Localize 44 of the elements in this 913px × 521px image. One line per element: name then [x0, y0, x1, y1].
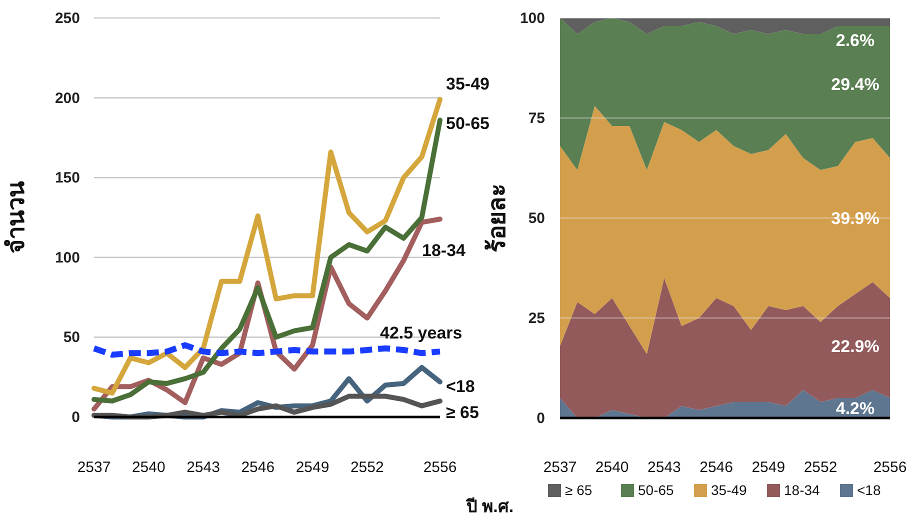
y-tick-label: 100: [54, 249, 80, 266]
legend-label: <18: [857, 482, 881, 498]
y-axis-title: จำนวน: [3, 180, 30, 254]
x-tick-label: 2537: [543, 459, 577, 476]
series-label: 42.5 years: [380, 324, 462, 343]
x-tick-label: 2549: [296, 459, 330, 476]
x-tick-label: 2556: [423, 459, 457, 476]
series-label: <18: [446, 376, 475, 396]
series-label: 18-34: [422, 241, 466, 260]
x-tick-label: 2546: [700, 459, 734, 476]
x-tick-label: 2540: [595, 459, 629, 476]
y-tick-label: 250: [54, 10, 80, 27]
annotation: 2.6%: [836, 31, 875, 50]
x-tick-label: 2543: [186, 459, 220, 476]
legend-label: 35-49: [711, 482, 748, 498]
y-tick-label: 25: [528, 310, 545, 327]
x-axis-title: ปี พ.ศ.: [465, 496, 514, 516]
y-tick-label: 0: [72, 409, 80, 426]
y-tick-label: 75: [528, 110, 545, 127]
y-tick-label: 50: [63, 329, 80, 346]
x-tick-label: 2556: [873, 459, 907, 476]
x-tick-label: 2540: [132, 459, 166, 476]
series-label: 50-65: [446, 114, 490, 134]
x-tick-label: 2549: [752, 459, 786, 476]
y-tick-label: 200: [54, 90, 80, 107]
y-tick-label: 100: [520, 10, 545, 27]
series-label: 35-49: [446, 74, 490, 94]
annotation: 29.4%: [831, 75, 880, 94]
series-label: ≥ 65: [446, 403, 479, 422]
legend-label: 18-34: [784, 482, 820, 498]
x-tick-label: 2552: [804, 459, 838, 476]
y-axis-title: ร้อยละ: [484, 184, 511, 252]
x-tick-label: 2543: [648, 459, 681, 476]
x-tick-label: 2546: [241, 459, 275, 476]
y-tick-label: 0: [536, 410, 545, 427]
annotation: 22.9%: [831, 337, 880, 356]
x-tick-label: 2552: [350, 459, 384, 476]
annotation: 39.9%: [831, 209, 880, 228]
annotation: 4.2%: [836, 399, 875, 418]
legend-label: ≥ 65: [565, 482, 592, 498]
x-tick-label: 2537: [77, 459, 111, 476]
y-tick-label: 50: [528, 210, 545, 227]
legend-label: 50-65: [638, 482, 674, 498]
y-tick-label: 150: [54, 170, 80, 187]
